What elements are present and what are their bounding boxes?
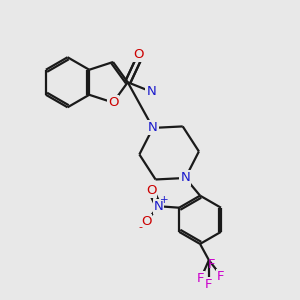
Text: O: O <box>146 184 156 197</box>
Text: +: + <box>160 195 168 205</box>
Text: N: N <box>146 85 156 98</box>
Text: F: F <box>208 258 216 271</box>
Text: O: O <box>133 48 143 62</box>
Text: O: O <box>141 215 152 228</box>
Text: -: - <box>138 222 142 233</box>
Text: F: F <box>197 272 205 285</box>
Text: O: O <box>133 48 143 62</box>
Text: N: N <box>154 200 164 213</box>
Text: N: N <box>181 172 190 184</box>
Text: O: O <box>108 96 118 109</box>
Text: N: N <box>148 122 158 134</box>
Text: F: F <box>217 270 224 283</box>
Text: F: F <box>205 278 213 291</box>
